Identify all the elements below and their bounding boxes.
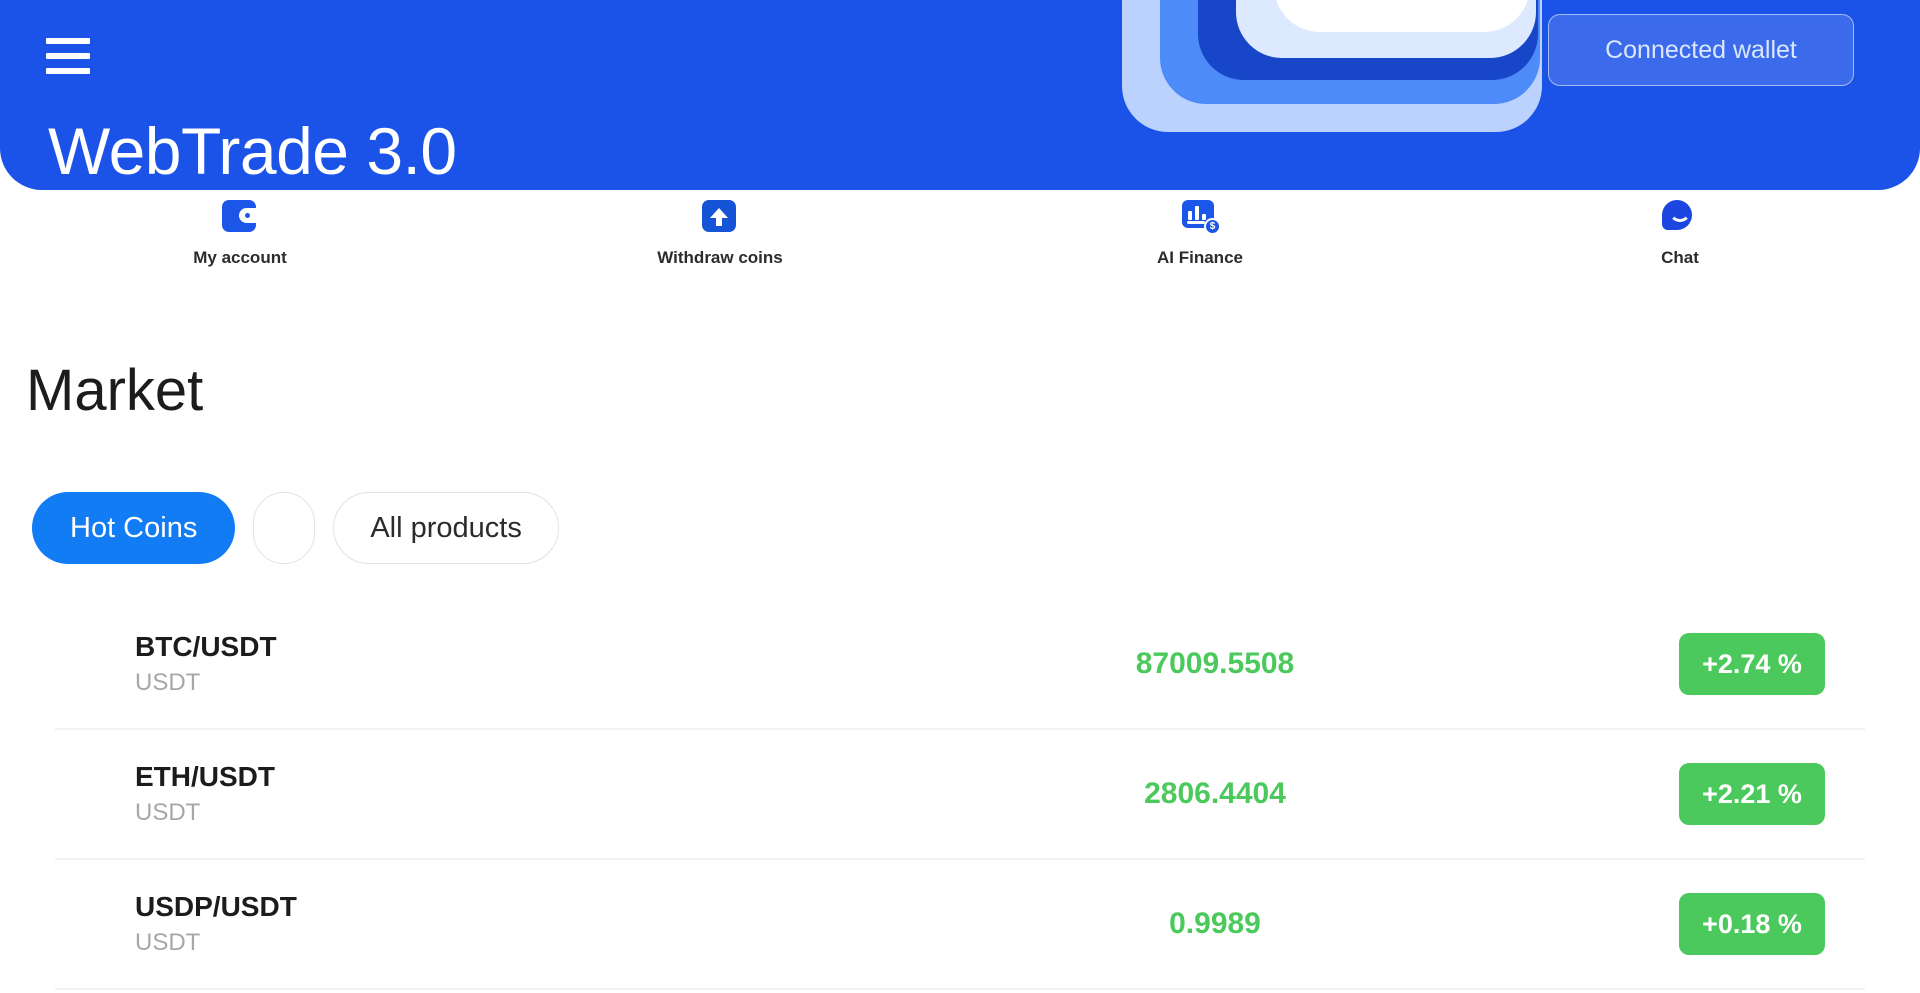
filter-chip-all-products[interactable]: All products bbox=[333, 492, 559, 564]
market-filter-chips: Hot Coins All products bbox=[32, 492, 559, 564]
pair-symbol: USDP/USDT bbox=[135, 891, 297, 923]
chat-bubble-icon bbox=[1662, 200, 1698, 236]
analytics-dollar-icon: $ bbox=[1182, 200, 1221, 236]
illustration-layer-2 bbox=[1160, 0, 1540, 104]
dollar-badge: $ bbox=[1204, 218, 1221, 235]
illustration-layer-3 bbox=[1198, 0, 1538, 80]
filter-chip-empty[interactable] bbox=[253, 492, 316, 564]
shortcut-label: My account bbox=[193, 248, 287, 267]
upload-icon bbox=[702, 200, 738, 236]
pair-symbol: ETH/USDT bbox=[135, 761, 275, 793]
shortcut-label: Chat bbox=[1661, 248, 1699, 267]
pair-quote: USDT bbox=[135, 669, 201, 697]
shortcut-chat[interactable]: Chat bbox=[1440, 200, 1920, 300]
illustration-layer-5 bbox=[1274, 0, 1530, 32]
shortcut-ai-finance[interactable]: $ AI Finance bbox=[960, 200, 1440, 300]
row-change: +0.18 % bbox=[1605, 893, 1865, 955]
status-badge: +0.18 % bbox=[1679, 893, 1825, 955]
row-change: +2.21 % bbox=[1605, 763, 1865, 825]
status-badge: +2.21 % bbox=[1679, 763, 1825, 825]
wallet-icon bbox=[222, 200, 258, 236]
pair-price: 87009.5508 bbox=[1135, 647, 1295, 680]
row-pair: ETH/USDT USDT bbox=[55, 761, 955, 827]
shortcut-label: AI Finance bbox=[1157, 248, 1243, 267]
page-title: Market bbox=[26, 358, 204, 423]
pair-price: 2806.4404 bbox=[1144, 777, 1286, 810]
pair-price: 0.9989 bbox=[1169, 907, 1261, 940]
pair-quote: USDT bbox=[135, 799, 201, 827]
shortcut-withdraw-coins[interactable]: Withdraw coins bbox=[480, 200, 960, 300]
pair-quote: USDT bbox=[135, 929, 201, 957]
hamburger-bar-2 bbox=[46, 53, 90, 59]
table-row[interactable]: USDP/USDT USDT 0.9989 +0.18 % bbox=[55, 860, 1865, 990]
row-pair: BTC/USDT USDT bbox=[55, 631, 955, 697]
app-header: WebTrade 3.0 Connected wallet bbox=[0, 0, 1920, 190]
status-badge: +2.74 % bbox=[1679, 633, 1825, 695]
pair-symbol: BTC/USDT bbox=[135, 631, 277, 663]
hamburger-bar-1 bbox=[46, 38, 90, 44]
illustration-layer-4 bbox=[1236, 0, 1536, 58]
table-row[interactable]: ETH/USDT USDT 2806.4404 +2.21 % bbox=[55, 730, 1865, 860]
row-change: +2.74 % bbox=[1605, 633, 1865, 695]
shortcut-label: Withdraw coins bbox=[657, 248, 783, 267]
app-title: WebTrade 3.0 bbox=[48, 114, 457, 188]
hamburger-icon[interactable] bbox=[46, 38, 90, 74]
hamburger-bar-3 bbox=[46, 68, 90, 74]
market-list: BTC/USDT USDT 87009.5508 +2.74 % ETH/USD… bbox=[0, 600, 1920, 990]
row-pair: USDP/USDT USDT bbox=[55, 891, 955, 957]
illustration-layer-1 bbox=[1122, 0, 1542, 132]
table-row[interactable]: BTC/USDT USDT 87009.5508 +2.74 % bbox=[55, 600, 1865, 730]
shortcut-nav: My account Withdraw coins $ AI Finance bbox=[0, 200, 1920, 300]
shortcut-my-account[interactable]: My account bbox=[0, 200, 480, 300]
connected-wallet-button[interactable]: Connected wallet bbox=[1548, 14, 1854, 86]
filter-chip-hot-coins[interactable]: Hot Coins bbox=[32, 492, 236, 564]
